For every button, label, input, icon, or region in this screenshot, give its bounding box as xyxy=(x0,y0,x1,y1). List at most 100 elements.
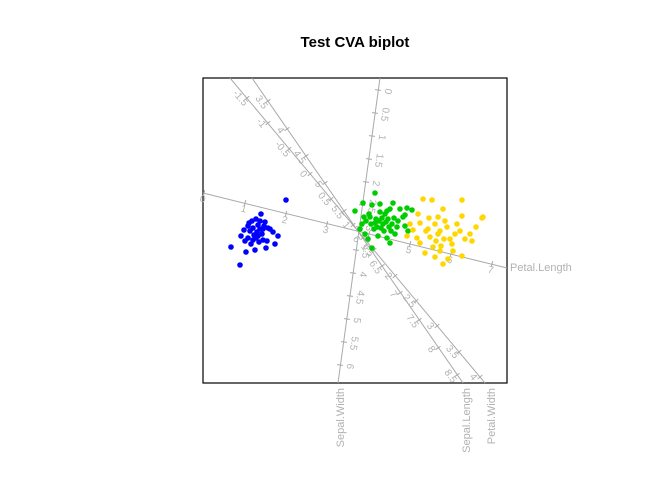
data-point-group-gold xyxy=(450,248,456,254)
tick-label-sepal-width: 3.5 xyxy=(359,244,372,260)
data-point-group-green xyxy=(357,226,363,232)
data-point-group-blue xyxy=(242,238,248,244)
data-point-group-gold xyxy=(473,224,479,230)
tick-mark-sepal-width xyxy=(368,135,376,137)
tick-label-sepal-length: 8 xyxy=(425,344,437,355)
data-point-group-green xyxy=(402,223,408,229)
data-point-group-green xyxy=(382,211,388,217)
data-point-group-blue xyxy=(247,228,253,234)
data-point-group-gold xyxy=(420,196,426,202)
data-point-group-blue xyxy=(250,237,256,243)
tick-label-sepal-length: 7 xyxy=(387,289,399,300)
data-point-group-blue xyxy=(243,249,249,255)
tick-label-petal-length: 1 xyxy=(240,204,248,216)
data-point-group-gold xyxy=(427,234,433,240)
data-point-group-green xyxy=(389,221,395,227)
tick-mark-sepal-width xyxy=(374,89,382,91)
tick-label-sepal-length: 4 xyxy=(274,125,286,136)
tick-mark-petal-length xyxy=(202,189,206,197)
data-point-group-blue xyxy=(264,238,270,244)
tick-label-petal-length: 0 xyxy=(199,194,207,206)
data-point-group-gold xyxy=(438,243,444,249)
data-point-group-gold xyxy=(410,227,416,233)
data-point-group-blue xyxy=(256,239,262,245)
tick-label-sepal-width: 4.5 xyxy=(353,290,366,306)
tick-label-petal-width: 4 xyxy=(467,372,479,384)
data-point-group-gold xyxy=(440,261,446,267)
tick-mark-sepal-width xyxy=(349,272,357,274)
tick-mark-petal-width xyxy=(413,298,419,304)
data-point-group-green xyxy=(400,214,406,220)
tick-mark-sepal-width xyxy=(365,158,373,160)
data-point-group-blue xyxy=(267,226,273,232)
tick-mark-petal-length xyxy=(325,220,329,228)
data-point-group-blue xyxy=(261,223,267,229)
data-point-group-gold xyxy=(444,224,450,230)
data-point-group-gold xyxy=(426,215,432,221)
tick-label-sepal-width: 2 xyxy=(370,180,382,187)
axis-label-sepal-width: Sepal.Width xyxy=(335,388,347,447)
data-point-group-gold xyxy=(454,221,460,227)
data-point-group-green xyxy=(395,218,401,224)
data-point-group-green xyxy=(405,228,411,234)
tick-mark-petal-length xyxy=(408,240,412,248)
data-point-group-gold xyxy=(469,238,475,244)
data-point-group-gold xyxy=(440,206,446,212)
data-point-group-gold xyxy=(459,197,465,203)
data-point-group-blue xyxy=(241,227,247,233)
tick-mark-sepal-width xyxy=(343,318,351,320)
tick-label-sepal-width: 1 xyxy=(376,134,388,141)
tick-label-petal-width: 0 xyxy=(297,169,309,181)
data-point-group-green xyxy=(365,236,371,242)
tick-label-petal-width: 1 xyxy=(340,220,352,232)
data-point-group-blue xyxy=(272,241,278,247)
data-point-group-gold xyxy=(459,253,465,259)
data-point-group-green xyxy=(404,205,410,211)
data-point-group-green xyxy=(352,208,358,214)
data-point-group-gold xyxy=(422,250,428,256)
data-point-group-gold xyxy=(452,231,458,237)
data-point-group-gold xyxy=(417,240,423,246)
data-point-group-blue xyxy=(258,211,264,217)
data-point-group-gold xyxy=(445,256,451,262)
axis-label-sepal-length: Sepal.Length xyxy=(461,388,473,453)
data-point-group-gold xyxy=(433,238,439,244)
tick-mark-petal-width xyxy=(371,247,377,253)
tick-mark-petal-width xyxy=(328,196,334,202)
data-point-group-green xyxy=(390,200,396,206)
data-point-group-gold xyxy=(467,231,473,237)
data-point-group-green xyxy=(394,224,400,230)
data-point-group-gold xyxy=(447,236,453,242)
tick-label-petal-width: 3 xyxy=(424,321,436,333)
axis-label-petal-length: Petal.Length xyxy=(510,262,572,274)
data-point-group-gold xyxy=(441,236,447,242)
data-point-group-blue xyxy=(228,244,234,250)
data-point-group-green xyxy=(362,231,368,237)
plot-content: 01234567Petal.Length00.511.522.533.544.5… xyxy=(199,77,572,453)
data-point-group-green xyxy=(372,220,378,226)
tick-mark-sepal-length xyxy=(379,263,385,269)
axis-line-petal-length xyxy=(202,192,508,269)
tick-mark-petal-width xyxy=(265,120,271,126)
data-point-group-gold xyxy=(417,220,423,226)
data-point-group-gold xyxy=(423,228,429,234)
tick-label-petal-width: 2 xyxy=(382,271,394,283)
data-point-group-green xyxy=(384,235,390,241)
data-point-group-blue xyxy=(255,233,261,239)
data-point-group-blue xyxy=(246,220,252,226)
data-point-group-gold xyxy=(437,248,443,254)
tick-mark-petal-width xyxy=(350,222,356,228)
data-point-group-green xyxy=(360,200,366,206)
data-point-group-blue xyxy=(275,233,281,239)
tick-mark-petal-length xyxy=(367,230,371,238)
data-point-group-green xyxy=(369,202,375,208)
data-point-group-green xyxy=(392,231,398,237)
tick-mark-sepal-length xyxy=(435,345,441,351)
tick-label-sepal-width: 4 xyxy=(357,271,369,278)
data-point-group-green xyxy=(388,228,394,234)
tick-mark-petal-length xyxy=(490,260,494,268)
tick-label-sepal-width: 1.5 xyxy=(372,153,385,169)
data-point-group-green xyxy=(378,225,384,231)
tick-label-sepal-width: 0 xyxy=(382,88,394,95)
